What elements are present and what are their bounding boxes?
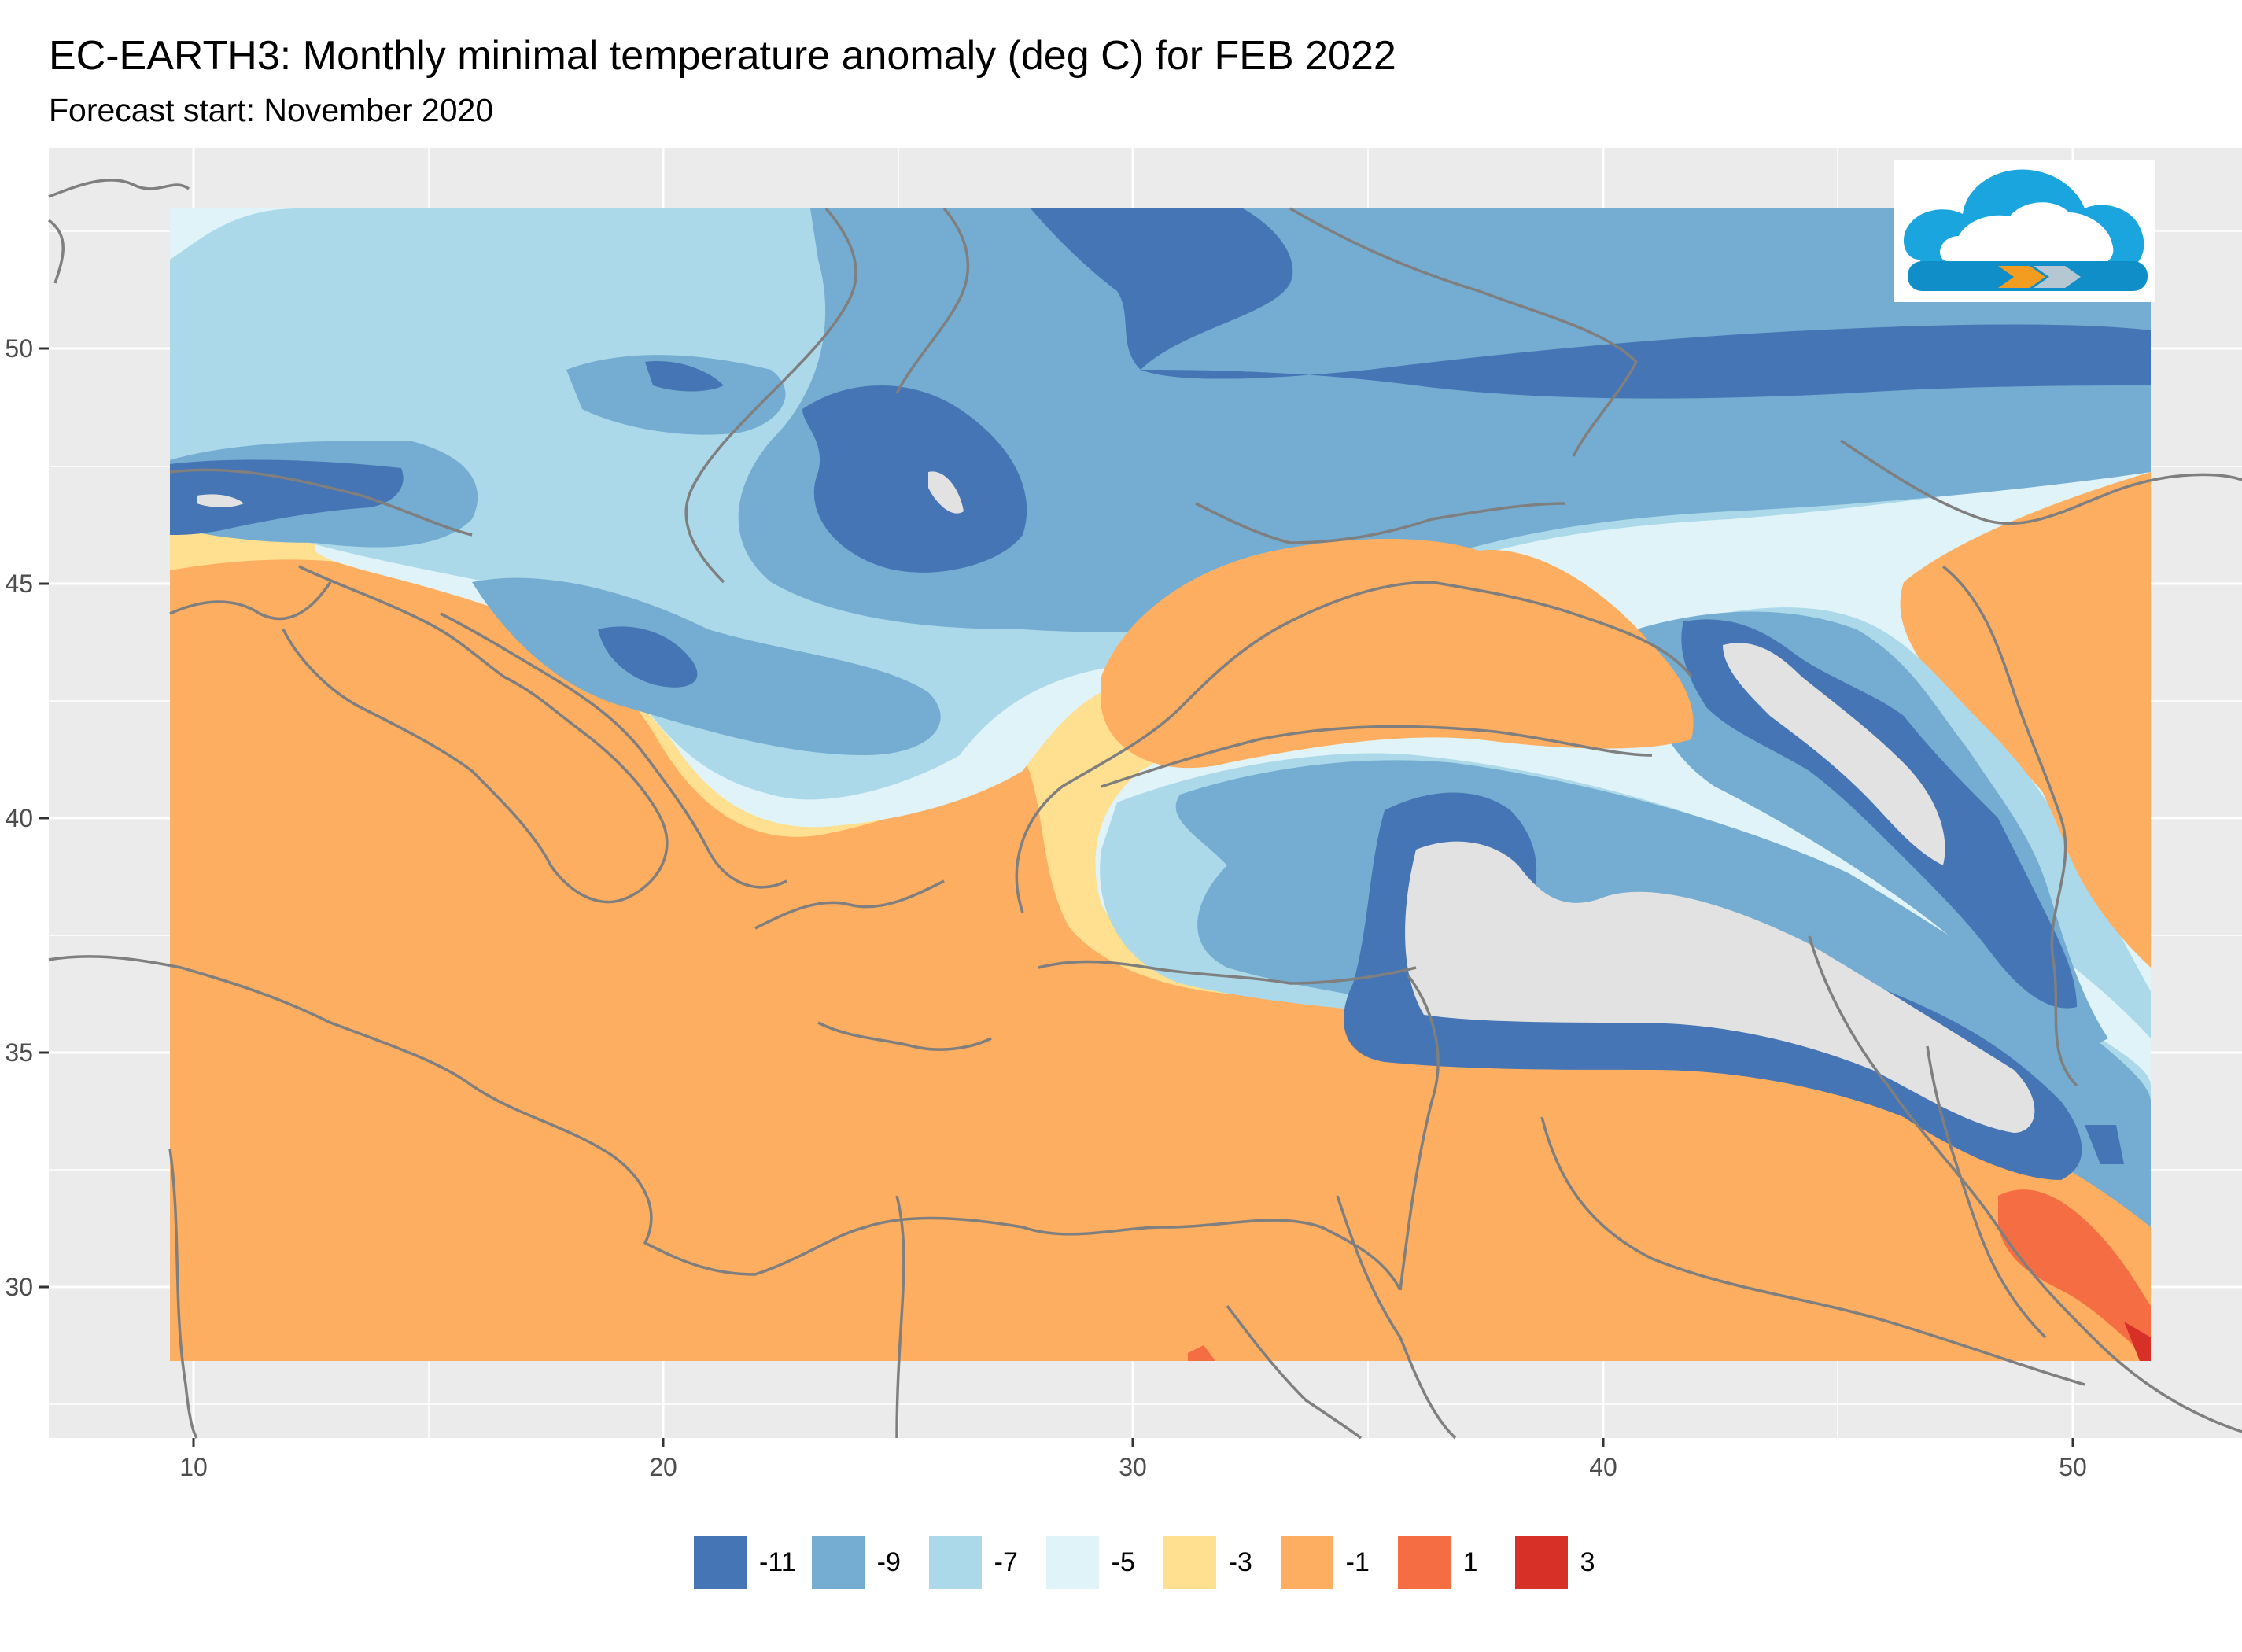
legend-label: 1	[1462, 1547, 1478, 1577]
cloud-logo-icon	[1894, 160, 2155, 302]
legend-swatch	[1045, 1536, 1099, 1589]
legend-item: 1	[1397, 1536, 1499, 1589]
y-axis	[39, 347, 49, 1289]
legend-swatch	[928, 1536, 982, 1589]
legend-swatch	[1397, 1536, 1451, 1589]
legend-label: -5	[1111, 1547, 1135, 1577]
legend-swatch	[1163, 1536, 1216, 1589]
coastlines-borders	[47, 179, 2242, 1440]
legend-label: -9	[876, 1547, 901, 1577]
legend-swatch	[1514, 1536, 1568, 1589]
legend-item: -9	[811, 1536, 913, 1589]
legend-item: -11	[694, 1536, 796, 1589]
y-tick-labels: 30 35 40 45 50	[5, 334, 33, 1301]
legend-label: -1	[1345, 1547, 1370, 1577]
y-tick-label: 50	[5, 334, 33, 363]
legend-swatch	[694, 1536, 747, 1589]
no-data-patch	[197, 471, 2035, 1133]
legend-label: -11	[759, 1547, 796, 1577]
y-tick-label: 45	[5, 570, 33, 598]
y-tick-label: 40	[5, 804, 33, 832]
chart-title: EC-EARTH3: Monthly minimal temperature a…	[49, 33, 1396, 79]
x-tick-label: 20	[649, 1453, 677, 1481]
warm-patch-plus1	[1188, 1189, 2151, 1361]
x-tick-label: 30	[1119, 1453, 1147, 1481]
legend: -11 -9 -7 -5 -3 -1 1 3	[694, 1536, 1632, 1589]
contour-blacksea-minus1	[1101, 539, 1694, 769]
legend-item: -7	[928, 1536, 1031, 1589]
legend-item: -1	[1280, 1536, 1382, 1589]
legend-item: -3	[1163, 1536, 1265, 1589]
x-tick-label: 50	[2059, 1453, 2087, 1481]
y-tick-label: 35	[5, 1038, 33, 1067]
legend-swatch	[1280, 1536, 1333, 1589]
anomaly-contours	[170, 208, 2151, 1361]
legend-item: 3	[1514, 1536, 1617, 1589]
contour-caspian-minus1	[1924, 551, 2151, 968]
x-tick-label: 10	[179, 1453, 208, 1481]
legend-swatch	[811, 1536, 865, 1589]
warm-patch-plus3	[2124, 1322, 2151, 1361]
legend-label: -7	[994, 1547, 1018, 1577]
x-tick-labels: 10 20 30 40 50	[179, 1453, 2087, 1481]
y-tick-label: 30	[5, 1273, 33, 1301]
legend-item: -5	[1045, 1536, 1148, 1589]
x-axis	[192, 1438, 2074, 1447]
legend-label: -3	[1228, 1547, 1252, 1577]
legend-label: 3	[1580, 1547, 1595, 1577]
chart-subtitle: Forecast start: November 2020	[49, 92, 494, 128]
x-tick-label: 40	[1589, 1453, 1617, 1481]
